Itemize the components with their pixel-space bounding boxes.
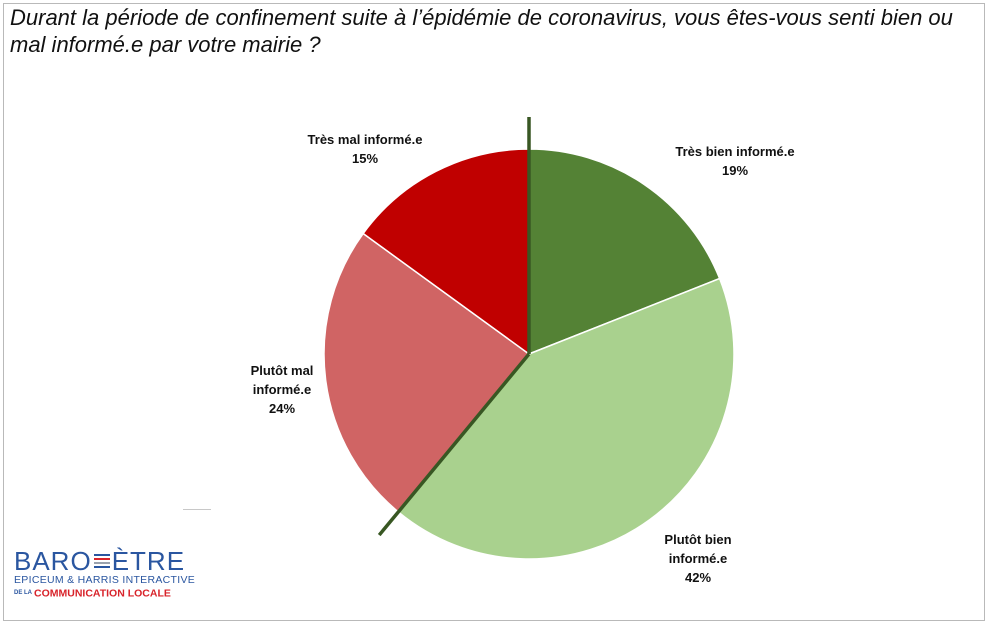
slice-label-plutot-mal: Plutôt mal informé.e 24% — [232, 361, 332, 418]
decorative-dash — [183, 509, 211, 510]
slice-label-value: 15% — [351, 151, 379, 166]
logo-word-left: BARO — [14, 546, 92, 576]
slice-label-tres-mal: Très mal informé.e 15% — [270, 130, 460, 168]
slice-label-plutot-bien: Plutôt bien informé.e 42% — [648, 530, 748, 587]
slice-label-name: Très mal informé.e — [307, 132, 423, 147]
slice-tres-mal — [362, 148, 530, 356]
slice-label-name: Très bien informé.e — [675, 144, 795, 159]
slice-label-value: 19% — [721, 163, 749, 178]
slice-label-tres-bien: Très bien informé.e 19% — [640, 142, 830, 180]
divider-line-bottom — [377, 352, 531, 537]
logo-wordmark: BARO ÈTRE — [14, 548, 194, 574]
slice-label-name: Plutôt bien — [664, 532, 732, 547]
pie-dividers — [377, 117, 531, 537]
slice-label-name: Plutôt mal — [250, 363, 314, 378]
logo-bottom-line: DE LA COMMUNICATION LOCALE — [14, 587, 194, 600]
slice-label-value: 42% — [684, 570, 712, 585]
chart-title: Durant la période de confinement suite à… — [10, 5, 953, 57]
logo-subtitle: EPICEUM & HARRIS INTERACTIVE — [14, 574, 196, 586]
slice-plutot-mal — [323, 232, 531, 514]
logo-bottom-text: COMMUNICATION LOCALE — [34, 587, 171, 600]
slide-frame — [3, 3, 985, 621]
slice-label-name-line2: informé.e — [252, 382, 312, 397]
slice-label-name-line2: informé.e — [668, 551, 728, 566]
logo-small-text: DE LA — [14, 590, 32, 596]
slice-tres-bien — [528, 148, 721, 356]
logo-bars-icon — [93, 554, 110, 568]
logo-word-right: ÈTRE — [111, 546, 186, 576]
slice-label-value: 24% — [268, 401, 296, 416]
slice-plutot-bien — [397, 277, 735, 560]
pie-slices — [323, 148, 735, 560]
barometre-logo: BARO ÈTRE EPICEUM & HARRIS INTERACTIVE D… — [14, 548, 196, 604]
